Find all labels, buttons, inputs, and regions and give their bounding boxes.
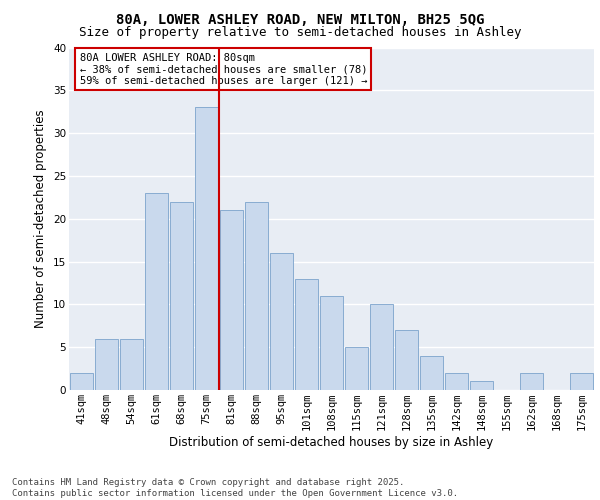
Y-axis label: Number of semi-detached properties: Number of semi-detached properties	[34, 110, 47, 328]
Bar	[520, 373, 543, 390]
Bar	[70, 373, 93, 390]
Bar	[320, 296, 343, 390]
Bar	[195, 108, 218, 390]
Bar	[470, 382, 493, 390]
Text: Contains HM Land Registry data © Crown copyright and database right 2025.
Contai: Contains HM Land Registry data © Crown c…	[12, 478, 458, 498]
Bar	[220, 210, 243, 390]
Bar	[570, 373, 593, 390]
Bar	[270, 253, 293, 390]
Bar	[395, 330, 418, 390]
Bar	[245, 202, 268, 390]
Text: 80A LOWER ASHLEY ROAD: 80sqm
← 38% of semi-detached houses are smaller (78)
59% : 80A LOWER ASHLEY ROAD: 80sqm ← 38% of se…	[79, 52, 367, 86]
Bar	[295, 278, 318, 390]
Bar	[370, 304, 393, 390]
X-axis label: Distribution of semi-detached houses by size in Ashley: Distribution of semi-detached houses by …	[169, 436, 494, 449]
Bar	[120, 338, 143, 390]
Bar	[345, 347, 368, 390]
Text: 80A, LOWER ASHLEY ROAD, NEW MILTON, BH25 5QG: 80A, LOWER ASHLEY ROAD, NEW MILTON, BH25…	[116, 12, 484, 26]
Bar	[445, 373, 468, 390]
Bar	[145, 193, 168, 390]
Bar	[420, 356, 443, 390]
Text: Size of property relative to semi-detached houses in Ashley: Size of property relative to semi-detach…	[79, 26, 521, 39]
Bar	[170, 202, 193, 390]
Bar	[95, 338, 118, 390]
